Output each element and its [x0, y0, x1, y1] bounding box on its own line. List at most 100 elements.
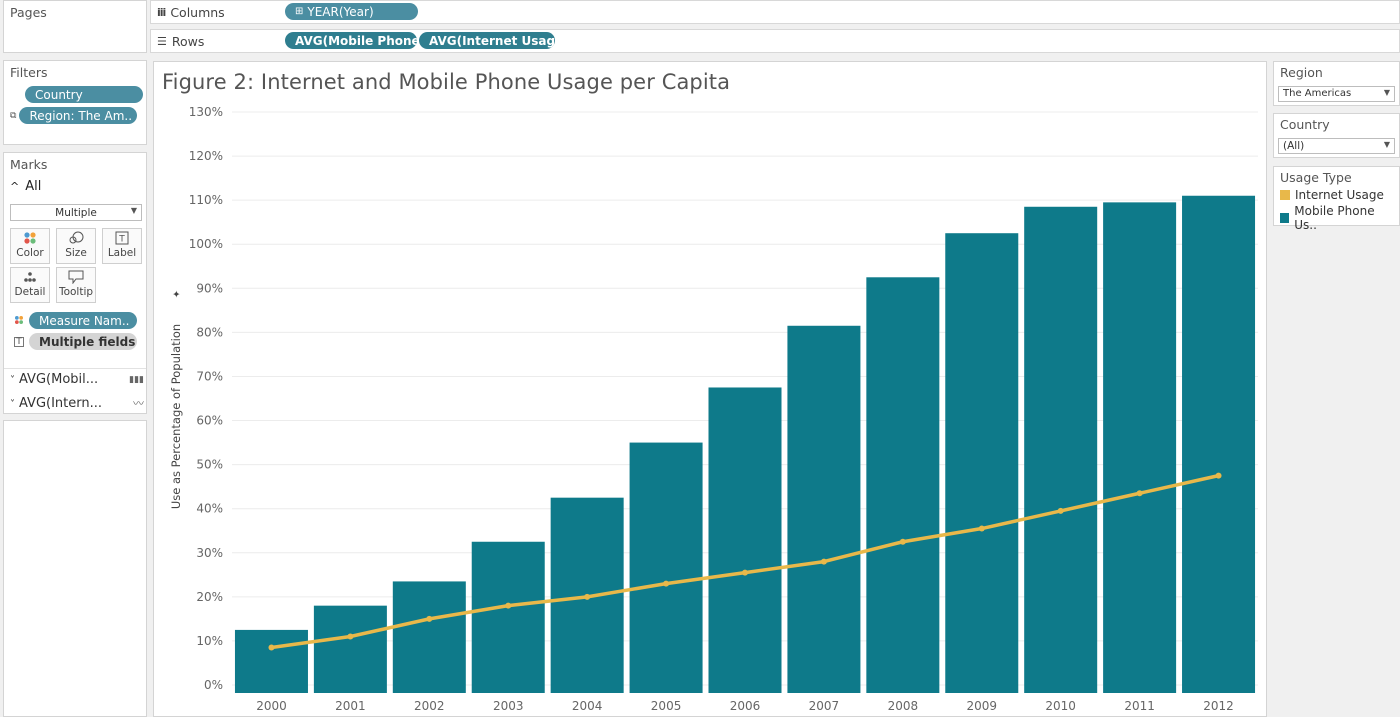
country-filter-pill[interactable]: Country	[25, 86, 143, 103]
region-filter-pill[interactable]: Region: The Am..	[19, 107, 138, 124]
x-tick-label: 2012	[1203, 699, 1234, 713]
legend-swatch	[1280, 190, 1290, 200]
multiple-fields-pill[interactable]: Multiple fields	[29, 333, 137, 350]
x-tick-label: 2007	[809, 699, 840, 713]
country-filter-title: Country	[1280, 117, 1330, 132]
region-dropdown[interactable]: The Americas ▼	[1278, 86, 1395, 102]
expand-icon: ˅	[10, 375, 15, 386]
filters-title: Filters	[10, 65, 48, 80]
rows-shelf[interactable]: ☰ Rows AVG(Mobile Phone.. AVG(Internet U…	[150, 29, 1400, 53]
label-icon: T	[103, 231, 141, 247]
country-dropdown[interactable]: (All) ▼	[1278, 138, 1395, 154]
y-tick-label: 120%	[189, 149, 223, 163]
chart-view[interactable]: Figure 2: Internet and Mobile Phone Usag…	[153, 61, 1267, 717]
tooltip-icon	[57, 270, 95, 286]
region-filter-card: Region The Americas ▼	[1273, 61, 1400, 106]
legend-item-mobile[interactable]: Mobile Phone Us..	[1274, 203, 1399, 233]
bar-mobile-2012	[1182, 195, 1256, 693]
marks-all-label: All	[25, 179, 42, 194]
bar-mobile-2010	[1024, 206, 1098, 693]
usage-type-legend: Usage Type Internet Usage Mobile Phone U…	[1273, 166, 1400, 232]
mobile-marks-card[interactable]: ˅ AVG(Mobil... ▮▮▮	[10, 372, 144, 387]
bar-mobile-2011	[1103, 202, 1177, 693]
bar-mobile-2006	[708, 387, 782, 693]
point-internet-2002	[426, 615, 433, 622]
y-tick-label: 50%	[196, 458, 223, 472]
y-tick-label: 60%	[196, 414, 223, 428]
point-internet-2006	[742, 569, 748, 576]
point-internet-2009	[978, 525, 985, 532]
legend-swatch	[1280, 213, 1290, 223]
expand-icon: ⊞	[295, 6, 304, 17]
marks-title: Marks	[10, 157, 48, 172]
size-icon	[57, 231, 95, 247]
y-tick-label: 30%	[196, 546, 223, 560]
y-tick-label: 100%	[189, 237, 223, 251]
size-button[interactable]: Size	[56, 228, 96, 264]
x-tick-label: 2000	[256, 699, 287, 713]
chevron-down-icon: ▼	[1383, 88, 1390, 97]
filters-panel: Filters Country ⧉ Region: The Am..	[3, 60, 147, 145]
svg-text:T: T	[118, 235, 125, 245]
mark-type-dropdown[interactable]: Multiple ▼	[10, 204, 142, 221]
bar-mobile-2001	[313, 605, 387, 693]
point-internet-2007	[820, 558, 827, 565]
color-button[interactable]: Color	[10, 228, 50, 264]
x-tick-label: 2006	[730, 699, 761, 713]
y-axis-label: Use as Percentage of Population	[169, 324, 183, 509]
chevron-down-icon: ▼	[130, 206, 137, 215]
year-pill[interactable]: ⊞ YEAR(Year)	[285, 3, 418, 20]
pages-title: Pages	[10, 5, 47, 20]
bar-mobile-2005	[629, 442, 703, 693]
bar-mobile-2007	[787, 325, 861, 693]
internet-marks-card[interactable]: ˅ AVG(Intern... 〰	[10, 395, 144, 411]
internet-usage-pill[interactable]: AVG(Internet Usag..	[419, 32, 555, 49]
bar-chart-icon: ▮▮▮	[129, 374, 144, 385]
x-tick-label: 2011	[1124, 699, 1155, 713]
legend-title: Usage Type	[1280, 170, 1352, 185]
rows-icon: ☰	[157, 35, 167, 48]
sidebar-empty-area	[3, 420, 147, 717]
point-internet-2005	[663, 580, 670, 587]
columns-shelf[interactable]: iii Columns ⊞ YEAR(Year)	[150, 0, 1400, 24]
x-tick-label: 2010	[1045, 699, 1076, 713]
bar-mobile-2008	[866, 277, 940, 693]
columns-label: Columns	[170, 5, 225, 20]
x-tick-label: 2003	[493, 699, 524, 713]
y-tick-label: 70%	[196, 369, 223, 383]
y-tick-label: 40%	[196, 502, 223, 516]
y-tick-label: 90%	[196, 281, 223, 295]
expand-icon: ˅	[10, 398, 15, 410]
x-tick-label: 2004	[572, 699, 603, 713]
y-tick-label: 110%	[189, 193, 223, 207]
point-internet-2008	[899, 538, 906, 545]
marks-panel: Marks ^ All Multiple ▼ Color Size T Labe…	[3, 152, 147, 414]
detail-icon	[11, 270, 49, 286]
y-tick-label: 20%	[196, 590, 223, 604]
chevron-down-icon: ▼	[1383, 140, 1390, 149]
bar-mobile-2000	[234, 629, 308, 693]
x-tick-label: 2008	[888, 699, 919, 713]
detail-button[interactable]: Detail	[10, 267, 50, 303]
region-filter-title: Region	[1280, 65, 1323, 80]
marks-all-row[interactable]: ^ All	[10, 179, 41, 194]
point-internet-2004	[584, 593, 591, 600]
bar-mobile-2003	[471, 541, 545, 693]
y-tick-label: 0%	[204, 678, 223, 692]
line-chart-icon: 〰	[133, 397, 144, 410]
pages-panel[interactable]: Pages	[3, 0, 147, 53]
color-pill-icon	[14, 314, 24, 328]
columns-icon: iii	[157, 6, 166, 19]
measure-names-pill[interactable]: Measure Nam..	[29, 312, 137, 329]
y-tick-label: 80%	[196, 325, 223, 339]
color-icon	[11, 231, 49, 247]
tooltip-button[interactable]: Tooltip	[56, 267, 96, 303]
chart-svg[interactable]: 0% 10% 20% 30% 40% 50% 60% 70% 80% 90% 100% 110% 120…	[154, 62, 1266, 716]
point-internet-2010	[1057, 507, 1064, 514]
pin-icon: ✦	[172, 290, 183, 298]
mobile-phone-pill[interactable]: AVG(Mobile Phone..	[285, 32, 417, 49]
legend-item-internet[interactable]: Internet Usage	[1274, 187, 1399, 203]
point-internet-2011	[1136, 490, 1143, 497]
label-button[interactable]: T Label	[102, 228, 142, 264]
x-tick-label: 2005	[651, 699, 682, 713]
